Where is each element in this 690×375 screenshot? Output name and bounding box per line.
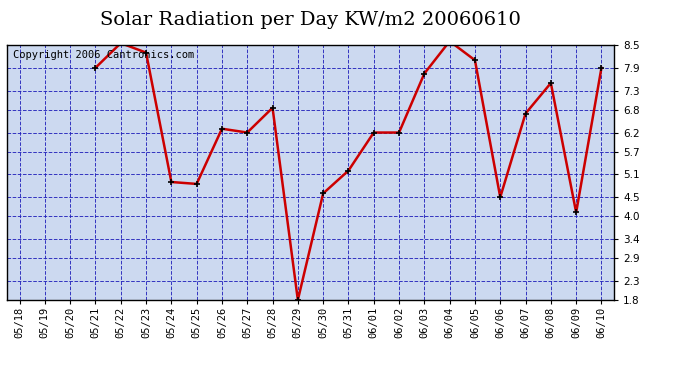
Text: Solar Radiation per Day KW/m2 20060610: Solar Radiation per Day KW/m2 20060610 xyxy=(100,11,521,29)
Text: Copyright 2006 Cantronics.com: Copyright 2006 Cantronics.com xyxy=(13,50,194,60)
